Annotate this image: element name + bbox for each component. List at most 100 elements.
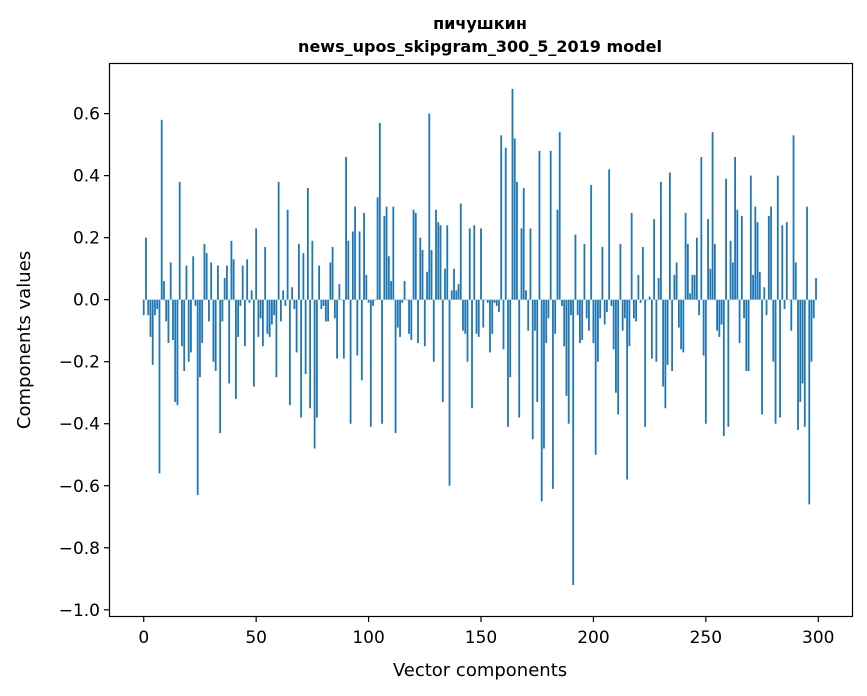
- y-tick-label-7: 0.4: [73, 167, 100, 187]
- bar-component-67: [293, 299, 296, 309]
- bar-component-177: [540, 299, 543, 502]
- bar-component-131: [437, 222, 440, 300]
- bar-component-202: [597, 299, 599, 362]
- x-tick-label-200: 200: [577, 628, 609, 648]
- bar-component-286: [785, 222, 788, 300]
- bar-component-190: [570, 299, 572, 316]
- bar-component-66: [291, 287, 294, 300]
- bar-component-9: [163, 281, 165, 300]
- chart-title-line-2: news_upos_skipgram_300_5_2019 model: [298, 37, 662, 56]
- bar-component-85: [333, 299, 336, 319]
- bar-component-37: [226, 265, 228, 300]
- bar-component-157: [495, 299, 498, 306]
- bar-component-47: [248, 299, 251, 303]
- bar-component-3: [149, 299, 152, 337]
- x-tick-label-50: 50: [245, 628, 267, 648]
- bar-component-15: [176, 299, 179, 406]
- x-tick-label-300: 300: [802, 628, 834, 648]
- bar-component-195: [581, 299, 584, 340]
- x-tick-label-250: 250: [690, 628, 722, 648]
- bar-component-58: [273, 299, 276, 316]
- bar-component-219: [635, 299, 638, 322]
- bar-component-173: [531, 299, 534, 440]
- bar-component-298: [812, 299, 815, 319]
- bar-component-148: [475, 299, 478, 334]
- bar-component-156: [493, 299, 496, 303]
- bar-component-12: [169, 262, 172, 300]
- y-axis-ticks: −1.0 −0.8 −0.6 −0.4 −0.2 0.0 0.2 0.4 0.6: [59, 105, 110, 621]
- bar-component-116: [403, 281, 406, 300]
- bar-component-134: [444, 268, 446, 300]
- bar-component-252: [709, 268, 712, 300]
- bar-component-247: [698, 299, 700, 316]
- bar-component-68: [295, 299, 298, 353]
- bar-component-166: [516, 181, 518, 300]
- bar-component-200: [592, 299, 595, 344]
- bar-component-103: [374, 299, 377, 301]
- bar-component-31: [212, 299, 215, 362]
- bar-component-183: [554, 299, 557, 334]
- bar-component-102: [372, 299, 374, 306]
- bar-component-209: [612, 299, 615, 350]
- bar-component-203: [599, 299, 602, 319]
- bar-component-201: [594, 299, 597, 455]
- bar-component-256: [718, 299, 721, 337]
- bar-component-278: [767, 215, 770, 300]
- bar-component-199: [590, 184, 593, 300]
- bar-component-238: [677, 299, 680, 328]
- bar-component-230: [659, 181, 662, 300]
- y-tick-label-3: −0.4: [59, 415, 100, 435]
- bar-component-128: [430, 250, 433, 300]
- bar-component-180: [547, 299, 550, 319]
- bar-component-283: [779, 299, 781, 418]
- bar-component-206: [606, 299, 608, 313]
- bar-component-245: [693, 274, 696, 300]
- bar-component-193: [576, 299, 579, 316]
- bar-component-163: [509, 299, 512, 378]
- bar-component-18: [183, 299, 186, 372]
- bar-component-214: [624, 299, 626, 319]
- bar-component-241: [684, 212, 687, 300]
- bar-component-257: [720, 299, 723, 325]
- bar-component-217: [630, 212, 633, 300]
- bar-component-36: [223, 277, 226, 300]
- bar-component-97: [360, 299, 363, 381]
- y-tick-label-1: −0.8: [59, 539, 100, 559]
- bar-component-260: [727, 299, 730, 427]
- bar-component-152: [484, 299, 487, 301]
- x-tick-label-0: 0: [138, 628, 149, 648]
- bar-component-121: [414, 212, 417, 300]
- bar-component-294: [803, 299, 806, 427]
- bar-component-205: [603, 299, 606, 325]
- bar-component-292: [799, 299, 802, 403]
- x-tick-label-150: 150: [465, 628, 497, 648]
- x-axis-label: Vector components: [393, 660, 567, 681]
- bar-component-5: [154, 299, 156, 316]
- bar-component-108: [385, 206, 388, 300]
- bar-component-144: [466, 299, 469, 362]
- bar-component-143: [464, 299, 467, 334]
- bar-component-20: [187, 299, 190, 362]
- y-tick-label-0: −1.0: [59, 601, 100, 621]
- bar-component-42: [237, 299, 240, 337]
- bar-component-22: [192, 256, 195, 300]
- bar-component-34: [219, 299, 222, 434]
- bar-component-299: [815, 277, 817, 300]
- bar-component-84: [331, 246, 334, 300]
- bar-component-281: [774, 299, 777, 424]
- bar-component-113: [396, 299, 399, 328]
- bar-component-79: [320, 299, 323, 309]
- bar-component-114: [399, 299, 401, 337]
- bar-component-266: [740, 215, 743, 300]
- bar-component-21: [190, 299, 192, 353]
- bar-component-33: [217, 265, 219, 300]
- bar-component-196: [583, 243, 586, 300]
- bar-component-23: [194, 299, 197, 306]
- bar-component-141: [459, 203, 462, 300]
- bar-component-129: [432, 299, 435, 362]
- bar-component-89: [342, 299, 345, 359]
- bar-component-76: [313, 299, 316, 449]
- bar-component-78: [318, 265, 321, 300]
- bar-component-137: [450, 290, 453, 300]
